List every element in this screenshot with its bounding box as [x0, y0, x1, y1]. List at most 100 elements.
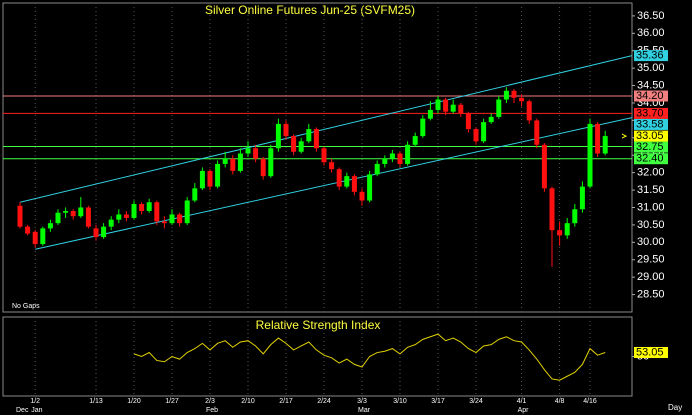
month-label: Jan	[31, 407, 42, 414]
candle-body	[169, 214, 175, 224]
candle-body	[595, 123, 601, 154]
y-tick-label: 32.00	[637, 167, 665, 179]
candle-body	[260, 158, 266, 177]
candle-body	[222, 158, 228, 164]
candle-body	[534, 120, 540, 145]
x-tick-label: 3/24	[469, 398, 483, 405]
candle-body	[70, 210, 76, 217]
rsi-title: Relative Strength Index	[256, 318, 381, 332]
candle-body	[321, 148, 327, 163]
x-tick-label: 1/13	[89, 398, 103, 405]
value-tag-label: 33.05	[636, 130, 664, 142]
value-tag-label: 34.20	[636, 90, 664, 102]
y-tick-label: 30.00	[637, 236, 665, 248]
x-tick-label: 4/1	[517, 398, 527, 405]
candle-body	[199, 170, 205, 189]
value-tag	[634, 90, 668, 102]
candle-body	[25, 226, 31, 234]
candle-body	[549, 188, 555, 231]
candle-body	[473, 129, 479, 142]
candle-body	[329, 162, 335, 170]
candle-body	[268, 148, 274, 177]
month-label: Apr	[518, 407, 530, 414]
x-tick-label: 1/27	[165, 398, 179, 405]
last-price-arrow	[621, 133, 628, 139]
channel-line	[35, 117, 633, 250]
x-tick-label: 3/17	[431, 398, 445, 405]
candle-body	[541, 144, 547, 189]
candle-body	[207, 170, 213, 187]
candle-body	[488, 116, 494, 123]
candle-body	[367, 174, 373, 201]
candle-body	[154, 202, 160, 222]
candle-body	[298, 141, 304, 152]
x-tick-label: 3/3	[357, 398, 367, 405]
rsi-tag-label: 53.05	[636, 346, 664, 358]
candle-body	[313, 129, 319, 149]
candle-body	[291, 136, 297, 152]
candle-body	[465, 113, 471, 130]
y-tick-label: 30.50	[637, 219, 665, 231]
x-tick-label: 1/2	[30, 398, 40, 405]
candle-body	[230, 158, 236, 171]
candle-body	[85, 207, 91, 227]
month-label: Mar	[358, 407, 371, 414]
candle-body	[116, 214, 122, 220]
candle-body	[458, 104, 464, 114]
note: No Gaps	[12, 303, 40, 310]
value-tag	[634, 141, 668, 153]
rsi-line	[133, 333, 606, 381]
y-tick-label: 34.50	[637, 79, 665, 91]
candle-body	[139, 204, 145, 211]
candle-body	[161, 221, 167, 224]
value-tag-label: 35.36	[636, 50, 664, 62]
y-tick-label: 36.00	[637, 27, 665, 39]
x-tick-label: 2/3	[205, 398, 215, 405]
candle-body	[389, 153, 395, 159]
candle-body	[511, 90, 517, 98]
candle-body	[101, 226, 107, 238]
value-tag	[634, 118, 668, 130]
candle-body	[253, 148, 259, 159]
candle-body	[602, 136, 608, 154]
month-label: Dec	[16, 407, 29, 414]
y-tick-label: 31.00	[637, 201, 665, 213]
candle-body	[420, 118, 426, 137]
candle-body	[93, 228, 99, 238]
candle-body	[108, 219, 114, 227]
x-tick-label: 2/10	[241, 398, 255, 405]
candle-body	[450, 104, 456, 112]
candle-body	[47, 223, 53, 229]
candle-body	[519, 97, 525, 102]
chart-title: Silver Online Futures Jun-25 (SVFM25)	[205, 3, 415, 17]
value-tag	[634, 50, 668, 62]
y-tick-label: 31.50	[637, 184, 665, 196]
candle-body	[275, 123, 281, 149]
candle-body	[443, 99, 449, 112]
y-tick-label: 29.00	[637, 271, 665, 283]
candle-body	[237, 153, 243, 171]
candle-body	[17, 205, 23, 227]
x-tick-label: 2/17	[279, 398, 293, 405]
candle-body	[40, 228, 46, 245]
y-tick-label: 35.00	[637, 62, 665, 74]
candle-body	[123, 214, 129, 218]
candle-body	[481, 122, 487, 142]
x-tick-label: 4/16	[583, 398, 597, 405]
x-tick-label: 3/10	[393, 398, 407, 405]
value-tag-label: 33.58	[636, 118, 664, 130]
rsi-tag	[634, 346, 668, 358]
value-tag-label: 32.75	[636, 141, 664, 153]
x-unit: Day	[668, 403, 682, 412]
value-tag-label: 33.70	[636, 107, 664, 119]
candle-body	[32, 231, 38, 245]
candle-body	[405, 144, 411, 164]
candle-body	[496, 99, 502, 117]
y-tick-label: 36.50	[637, 10, 665, 22]
candle-body	[306, 129, 312, 142]
candle-body	[215, 163, 221, 187]
candle-body	[503, 90, 509, 100]
candle-body	[192, 188, 198, 201]
x-tick-label: 4/8	[555, 398, 565, 405]
